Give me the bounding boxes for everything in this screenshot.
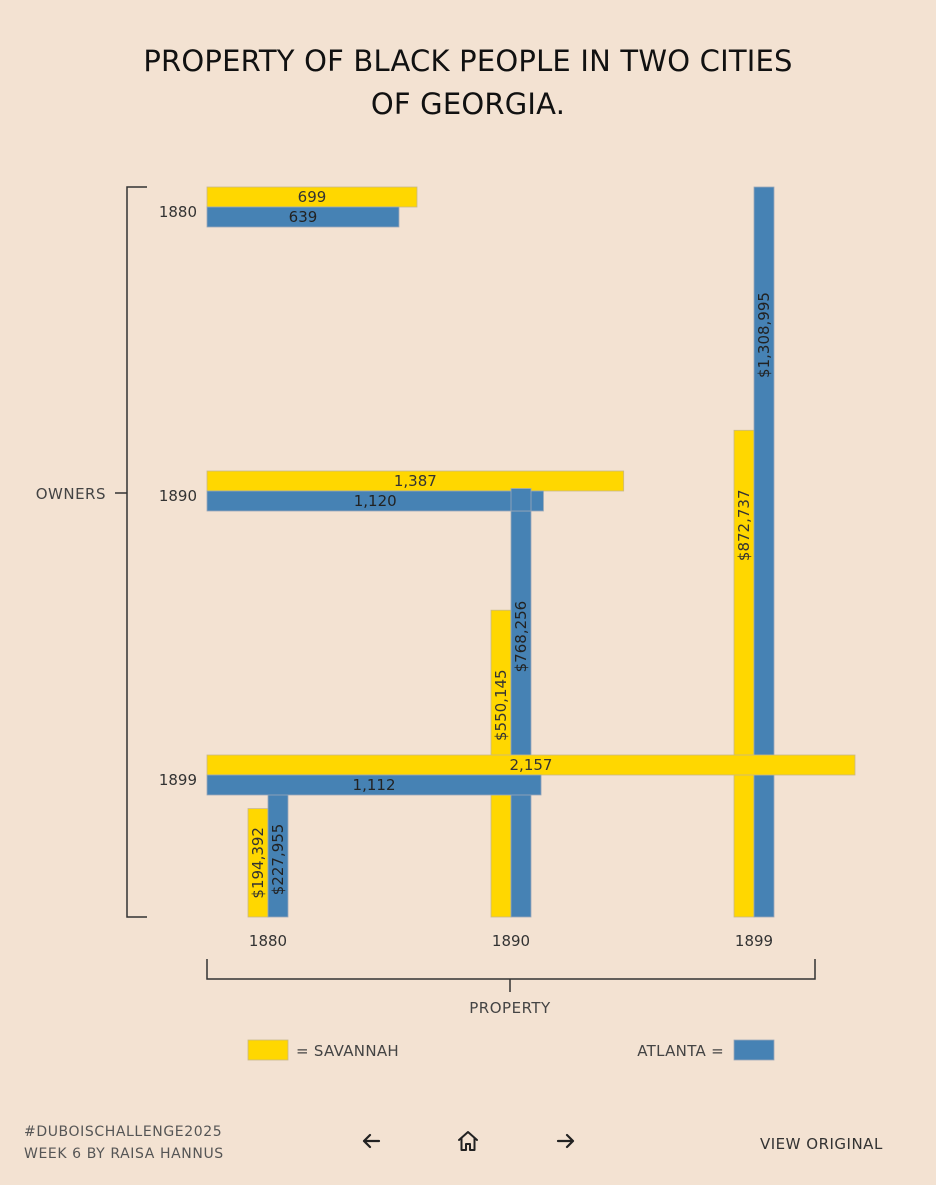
owner-bars [206, 186, 856, 796]
arrow-right-icon [556, 1133, 575, 1149]
property-label-savannah-1899: $872,737 [735, 490, 753, 562]
owners-bar-atlanta-1880 [206, 206, 400, 228]
owners-label-atlanta-1890: 1,120 [354, 492, 397, 510]
property-label-atlanta-1899: $1,308,995 [755, 292, 773, 378]
owners-year-label-1890: 1890 [159, 487, 197, 505]
legend-label-savannah: = SAVANNAH [296, 1042, 399, 1060]
property-year-label-1880: 1880 [249, 932, 287, 950]
hashtag: #DUBOISCHALLENGE2025 [24, 1124, 223, 1140]
chart-svg: OWNERS PROPERTY 1880 1880 1890 1890 1899 1899 6… [36, 186, 856, 1061]
owners-label-savannah-1899: 2,157 [510, 756, 553, 774]
property-label-savannah-1880: $194,392 [249, 827, 267, 899]
owners-label-savannah-1890: 1,387 [394, 472, 437, 490]
property-bar-atlanta-1890-overlap [510, 488, 532, 512]
arrow-left-icon [362, 1133, 381, 1149]
title-line-2: OF GEORGIA. [370, 87, 566, 121]
legend: = SAVANNAH ATLANTA = [247, 1039, 775, 1061]
chart-title: PROPERTY OF BLACK PEOPLE IN TWO CITIES O… [0, 40, 936, 126]
legend-label-atlanta: ATLANTA = [637, 1042, 724, 1060]
axes: OWNERS PROPERTY 1880 1880 1890 1890 1899 1899 [36, 186, 816, 1017]
title-line-1: PROPERTY OF BLACK PEOPLE IN TWO CITIES [143, 44, 793, 78]
property-bars [247, 186, 775, 918]
home-button[interactable] [453, 1126, 483, 1156]
property-label-savannah-1890: $550,145 [492, 669, 510, 741]
owners-bracket [126, 186, 147, 918]
property-year-label-1899: 1899 [735, 932, 773, 950]
home-icon [458, 1131, 478, 1151]
owners-year-label-1880: 1880 [159, 203, 197, 221]
credit: WEEK 6 BY RAISA HANNUS [24, 1146, 224, 1162]
property-bracket [206, 959, 816, 980]
legend-swatch-savannah [247, 1039, 289, 1061]
owners-axis-label: OWNERS [36, 485, 106, 503]
property-bar-atlanta-1899 [753, 186, 775, 918]
owners-bar-atlanta-1899 [206, 774, 542, 796]
owners-label-atlanta-1899: 1,112 [353, 776, 396, 794]
forward-button[interactable] [551, 1126, 581, 1156]
view-original-link[interactable]: VIEW ORIGINAL [760, 1135, 883, 1153]
property-label-atlanta-1890: $768,256 [512, 601, 530, 673]
legend-swatch-atlanta [733, 1039, 775, 1061]
back-button[interactable] [356, 1126, 386, 1156]
owners-label-savannah-1880: 699 [298, 188, 327, 206]
labels: 699 639 1,387 1,120 2,157 1,112 $194,392 $227,9… [249, 188, 773, 899]
footer-credits: #DUBOISCHALLENGE2025 WEEK 6 BY RAISA HAN… [24, 1121, 224, 1165]
owners-label-atlanta-1880: 639 [289, 208, 318, 226]
property-year-label-1890: 1890 [492, 932, 530, 950]
property-axis-label: PROPERTY [469, 999, 551, 1017]
owners-year-label-1899: 1899 [159, 771, 197, 789]
property-label-atlanta-1880: $227,955 [269, 824, 287, 896]
owners-bar-atlanta-1890 [206, 490, 544, 512]
property-bar-atlanta-1890 [510, 488, 532, 918]
